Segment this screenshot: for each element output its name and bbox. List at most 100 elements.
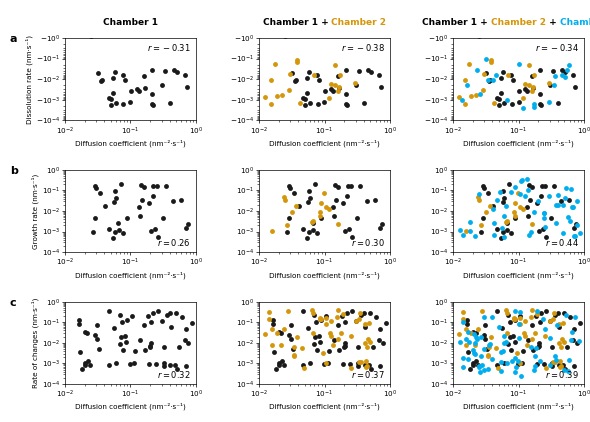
Point xyxy=(153,307,162,314)
Point xyxy=(104,94,114,101)
Point xyxy=(489,99,499,106)
Point xyxy=(337,313,347,319)
Point xyxy=(116,312,125,319)
Point xyxy=(476,352,486,359)
Point xyxy=(517,373,526,380)
Point xyxy=(476,333,485,340)
Point xyxy=(260,94,270,101)
Text: $r = -0.31$: $r = -0.31$ xyxy=(147,42,191,53)
Point xyxy=(172,69,182,76)
Point xyxy=(91,332,100,339)
Point xyxy=(491,71,500,78)
Point xyxy=(264,315,274,322)
Point xyxy=(528,346,537,353)
Point xyxy=(311,333,320,340)
Point xyxy=(475,369,484,376)
Point xyxy=(541,307,550,314)
Point xyxy=(550,352,559,359)
Point xyxy=(181,326,191,333)
Point xyxy=(569,225,579,231)
Point xyxy=(503,227,512,233)
Point xyxy=(158,215,168,222)
Point xyxy=(312,230,322,236)
Point xyxy=(165,310,175,316)
X-axis label: Diffusion coefficient (nm⁻²·s⁻¹): Diffusion coefficient (nm⁻²·s⁻¹) xyxy=(463,271,574,279)
Point xyxy=(280,32,290,39)
Point xyxy=(536,309,546,316)
Point xyxy=(493,361,502,368)
Point xyxy=(523,204,532,211)
Point xyxy=(333,321,342,328)
Point xyxy=(366,365,375,372)
Point xyxy=(86,32,96,39)
Point xyxy=(474,32,484,39)
Point xyxy=(284,183,294,190)
Point xyxy=(469,330,478,337)
Point xyxy=(494,101,504,108)
Point xyxy=(333,335,343,342)
Point xyxy=(370,197,379,203)
Point xyxy=(300,101,310,108)
Point xyxy=(326,318,336,325)
Point xyxy=(510,308,520,314)
Point xyxy=(493,196,502,203)
Point xyxy=(333,184,343,190)
Point xyxy=(496,349,506,356)
Point xyxy=(135,204,144,211)
Point xyxy=(149,193,158,200)
Point xyxy=(77,365,87,372)
Point xyxy=(109,234,118,241)
Point xyxy=(549,183,559,189)
Point xyxy=(334,346,343,353)
Point xyxy=(287,321,296,328)
Point xyxy=(479,346,489,352)
Point xyxy=(110,188,119,195)
Point xyxy=(325,330,335,337)
Point xyxy=(529,103,539,110)
Point xyxy=(488,76,497,83)
Point xyxy=(336,329,346,336)
Point xyxy=(187,320,196,327)
Point xyxy=(468,346,478,353)
Point xyxy=(541,234,550,241)
Point xyxy=(267,227,277,234)
Point xyxy=(90,215,99,222)
Point xyxy=(375,326,385,333)
Point xyxy=(532,345,541,352)
Point xyxy=(503,312,513,319)
Point xyxy=(513,358,523,365)
Point xyxy=(491,345,500,352)
Point xyxy=(140,84,150,91)
Point xyxy=(280,197,289,204)
Point xyxy=(316,200,326,207)
X-axis label: Diffusion coefficient (nm⁻²·s⁻¹): Diffusion coefficient (nm⁻²·s⁻¹) xyxy=(75,139,186,147)
Point xyxy=(355,310,365,316)
Point xyxy=(498,347,507,354)
Point xyxy=(560,74,569,81)
Point xyxy=(527,88,536,95)
Point xyxy=(344,225,353,232)
Point xyxy=(484,344,493,351)
Text: $r = 0.32$: $r = 0.32$ xyxy=(158,369,191,380)
Point xyxy=(333,306,343,313)
Point xyxy=(116,181,126,187)
Point xyxy=(458,364,467,371)
Point xyxy=(274,328,283,335)
Point xyxy=(329,337,339,344)
Text: a: a xyxy=(10,34,17,44)
Point xyxy=(316,209,325,216)
Point xyxy=(376,84,386,90)
Point xyxy=(515,203,525,210)
Point xyxy=(75,349,84,355)
Point xyxy=(556,357,565,364)
Point xyxy=(572,221,581,227)
Point xyxy=(550,358,560,365)
Point xyxy=(289,190,299,197)
Point xyxy=(160,68,169,74)
Point xyxy=(310,181,319,187)
Point xyxy=(343,193,352,200)
Point xyxy=(112,99,121,106)
Point xyxy=(316,316,325,323)
Point xyxy=(539,210,549,217)
Point xyxy=(363,197,372,204)
